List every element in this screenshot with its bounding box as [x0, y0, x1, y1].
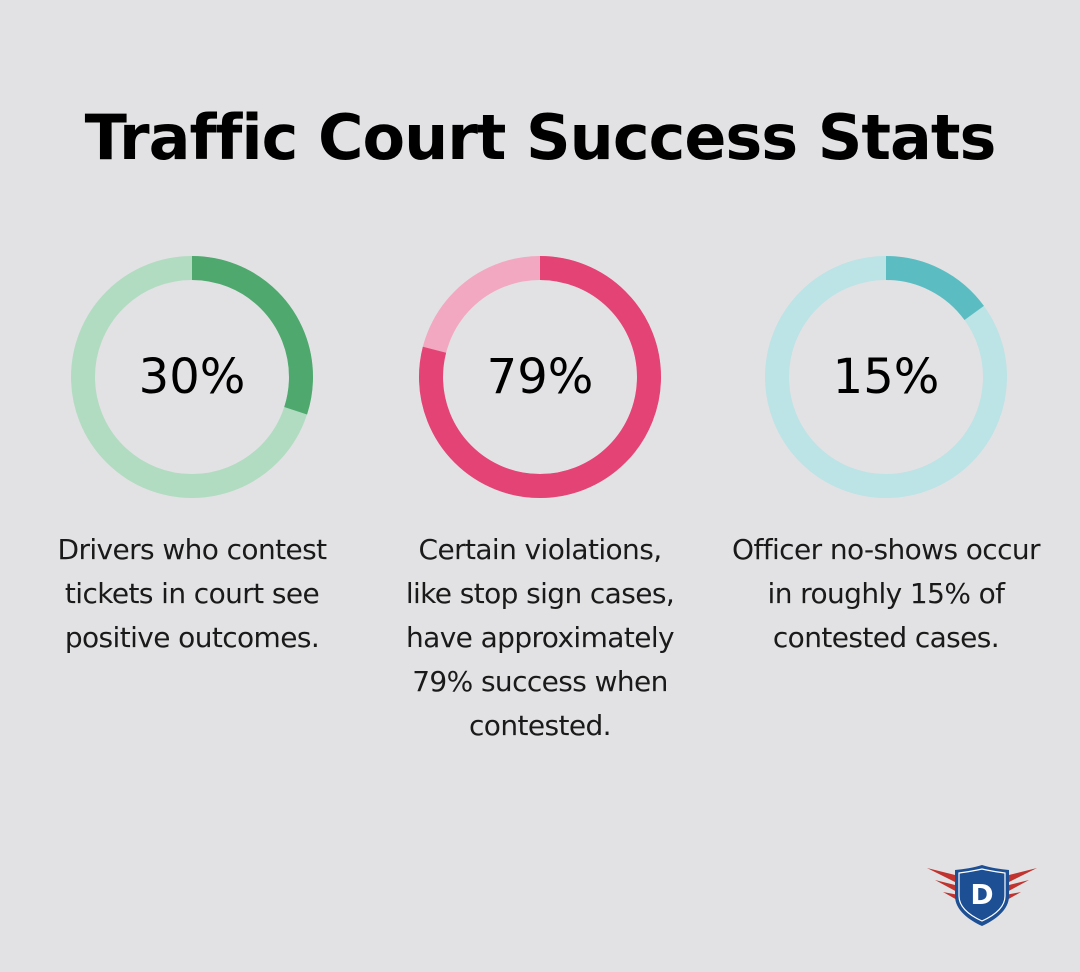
- donut-ring-icon: [71, 256, 313, 498]
- donut-ring-icon: [419, 256, 661, 498]
- stat-value: 79%: [486, 349, 594, 405]
- donut-ring-icon: [765, 256, 1007, 498]
- donut-chart: 79%: [419, 256, 661, 498]
- donut-chart: 30%: [71, 256, 313, 498]
- stat-value: 15%: [832, 349, 940, 405]
- stat-card: 30% Drivers who contest tickets in court…: [32, 256, 352, 660]
- stat-description: Certain violations, like stop sign cases…: [405, 533, 675, 742]
- winged-shield-logo-icon: D: [925, 862, 1039, 928]
- stat-card: 15% Officer no-shows occur in roughly 15…: [726, 256, 1046, 660]
- stat-description: Officer no-shows occur in roughly 15% of…: [732, 533, 1041, 654]
- donut-chart: 15%: [765, 256, 1007, 498]
- page-title: Traffic Court Success Stats: [84, 101, 997, 174]
- svg-text:D: D: [970, 878, 993, 911]
- stat-value: 30%: [138, 349, 246, 405]
- stat-card: 79% Certain violations, like stop sign c…: [380, 256, 700, 748]
- stat-description: Drivers who contest tickets in court see…: [57, 533, 328, 654]
